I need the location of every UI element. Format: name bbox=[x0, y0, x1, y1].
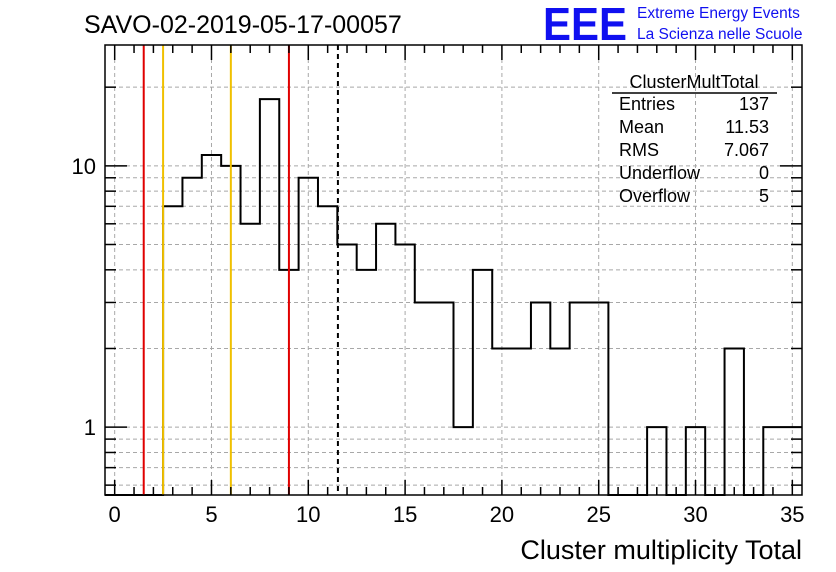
x-tick-label: 25 bbox=[586, 502, 610, 527]
histogram-bin bbox=[512, 348, 531, 495]
x-tick-label: 0 bbox=[109, 502, 121, 527]
axis-ticks: 0 5 10 15 20 25 30 35 1 10 bbox=[72, 45, 805, 527]
histogram-bin bbox=[163, 206, 182, 495]
x-tick-label: 5 bbox=[205, 502, 217, 527]
marker-lines bbox=[142, 45, 339, 495]
histogram-bin bbox=[376, 224, 395, 495]
stats-value-underflow: 0 bbox=[759, 163, 769, 183]
histogram-bin bbox=[318, 206, 337, 495]
histogram-bin bbox=[570, 302, 589, 495]
histogram-bin bbox=[763, 427, 782, 495]
stats-box: ClusterMultTotal Entries 137 Mean 11.53 … bbox=[612, 72, 777, 206]
x-tick-label: 35 bbox=[780, 502, 804, 527]
x-tick-label: 20 bbox=[490, 502, 514, 527]
stats-value-entries: 137 bbox=[739, 94, 769, 114]
chart-title: SAVO-02-2019-05-17-00057 bbox=[84, 11, 402, 39]
eee-logo-line2: La Scienza nelle Scuole bbox=[637, 26, 802, 43]
histogram-bin bbox=[589, 302, 608, 495]
x-tick-label: 10 bbox=[296, 502, 320, 527]
y-tick-label: 1 bbox=[84, 415, 96, 440]
histogram-bin bbox=[337, 244, 356, 495]
histogram-bin bbox=[454, 427, 473, 495]
stats-label-overflow: Overflow bbox=[619, 186, 691, 206]
histogram-outline bbox=[105, 98, 802, 496]
stats-row-underflow: Underflow 0 bbox=[619, 163, 769, 183]
eee-logo-mark: EEE bbox=[543, 0, 627, 50]
stats-label-rms: RMS bbox=[619, 140, 659, 160]
eee-logo: EEE Extreme Energy Events La Scienza nel… bbox=[543, 0, 802, 50]
eee-logo-line1: Extreme Energy Events bbox=[637, 5, 800, 22]
histogram-bin bbox=[550, 348, 569, 495]
stats-label-underflow: Underflow bbox=[619, 163, 701, 183]
stats-row-overflow: Overflow 5 bbox=[619, 186, 769, 206]
x-tick-label: 30 bbox=[683, 502, 707, 527]
histogram-bin bbox=[531, 302, 550, 495]
x-axis-title: Cluster multiplicity Total bbox=[520, 535, 802, 565]
histogram-bin bbox=[357, 270, 376, 495]
stats-value-overflow: 5 bbox=[759, 186, 769, 206]
histogram-bin bbox=[182, 178, 201, 495]
grid-lines bbox=[105, 45, 802, 495]
histogram-bin bbox=[434, 302, 453, 495]
histogram-bin bbox=[395, 244, 414, 495]
histogram-bin bbox=[647, 427, 666, 495]
histogram-bin bbox=[492, 348, 511, 495]
stats-label-entries: Entries bbox=[619, 94, 675, 114]
histogram-bin bbox=[299, 178, 318, 495]
histogram-bin bbox=[241, 224, 260, 495]
stats-row-rms: RMS 7.067 bbox=[619, 140, 769, 160]
histogram-bin bbox=[473, 270, 492, 495]
stats-row-entries: Entries 137 bbox=[619, 94, 769, 114]
stats-box-name: ClusterMultTotal bbox=[629, 72, 758, 92]
stats-value-rms: 7.067 bbox=[724, 140, 769, 160]
histogram-bin bbox=[725, 348, 744, 495]
y-tick-label: 10 bbox=[72, 154, 96, 179]
stats-label-mean: Mean bbox=[619, 117, 664, 137]
histogram-bin bbox=[260, 99, 279, 495]
x-tick-label: 15 bbox=[393, 502, 417, 527]
histogram-bin bbox=[415, 302, 434, 495]
stats-row-mean: Mean 11.53 bbox=[619, 117, 769, 137]
stats-value-mean: 11.53 bbox=[725, 117, 769, 137]
histogram-bin bbox=[202, 155, 221, 495]
histogram-bars bbox=[105, 98, 802, 496]
